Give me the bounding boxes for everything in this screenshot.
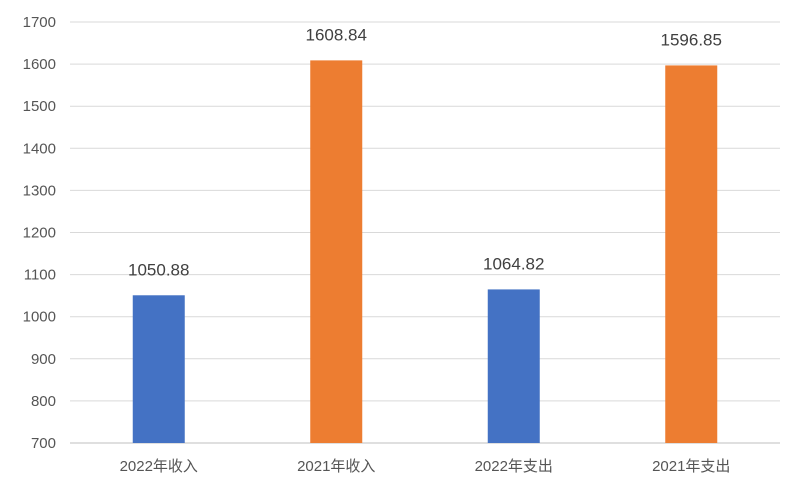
y-tick-label: 700: [31, 435, 56, 452]
y-tick-label: 1700: [23, 14, 56, 31]
x-axis-categories: 2022年收入 2021年收入 2022年支出 2021年支出: [120, 458, 731, 475]
x-category-label: 2022年支出: [475, 458, 553, 475]
y-tick-label: 1400: [23, 140, 56, 157]
y-tick-label: 1000: [23, 309, 56, 326]
y-tick-label: 1100: [24, 267, 56, 284]
y-tick-label: 1600: [23, 56, 56, 73]
x-category-label: 2021年收入: [297, 458, 375, 475]
data-label: 1050.88: [128, 260, 189, 279]
y-tick-label: 1200: [23, 225, 56, 242]
data-label: 1608.84: [306, 25, 367, 44]
bar: [487, 289, 540, 443]
y-tick-label: 900: [31, 351, 56, 368]
y-tick-label: 800: [31, 393, 56, 410]
gridlines: [70, 21, 780, 444]
bar: [310, 60, 363, 444]
x-category-label: 2021年支出: [652, 458, 730, 475]
data-label: 1064.82: [483, 254, 544, 273]
y-tick-label: 1300: [23, 182, 56, 199]
data-label: 1596.85: [661, 30, 722, 49]
bars: [132, 60, 718, 444]
y-axis-ticks: 700 800 900 1000 1100 1200 1300 1400 1500 1600 170…: [23, 14, 56, 452]
data-labels: 1050.88 1608.84 1064.82 1596.85: [128, 25, 722, 279]
y-tick-label: 1500: [23, 98, 56, 115]
bar: [665, 65, 718, 443]
bar: [132, 295, 185, 443]
x-category-label: 2022年收入: [120, 458, 198, 475]
